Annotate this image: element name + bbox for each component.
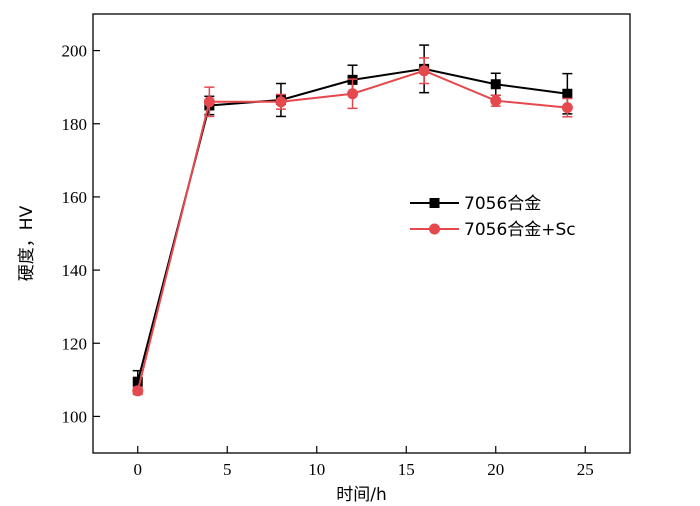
x-tick-label: 25	[577, 460, 594, 479]
data-point	[347, 88, 359, 100]
data-point	[275, 96, 287, 108]
series-layer	[132, 44, 573, 397]
data-point	[490, 79, 501, 90]
x-tick-label: 15	[398, 460, 415, 479]
y-tick-label: 180	[62, 115, 88, 134]
y-tick-label: 120	[62, 334, 88, 353]
legend-marker	[429, 198, 440, 208]
series-2	[132, 57, 573, 397]
legend-label: 7056合金+Sc	[464, 220, 576, 240]
x-tick-label: 5	[223, 460, 232, 479]
legend-marker	[429, 223, 440, 235]
x-tick-label: 0	[134, 460, 143, 479]
data-point	[490, 95, 502, 107]
y-tick-label: 100	[62, 407, 88, 426]
legend: 7056合金 7056合金+Sc	[410, 194, 576, 240]
data-point	[132, 376, 143, 387]
data-point	[561, 102, 573, 114]
legend-item-1: 7056合金	[410, 194, 541, 214]
axis-ticks: 0 5 10 15 20 25 100 120 140 160 180 200	[62, 42, 594, 479]
legend-label: 7056合金	[464, 194, 541, 214]
legend-item-2: 7056合金+Sc	[410, 220, 576, 240]
plot-area-frame	[92, 13, 631, 454]
y-axis-label: 硬度，HV	[17, 205, 37, 281]
x-tick-label: 20	[487, 460, 504, 479]
y-tick-label: 200	[62, 42, 88, 61]
x-tick-label: 10	[308, 460, 325, 479]
data-point	[562, 88, 573, 99]
data-point	[132, 385, 144, 397]
data-point	[418, 65, 430, 77]
data-point	[203, 96, 215, 108]
y-tick-label: 140	[62, 261, 88, 280]
y-tick-label: 160	[62, 188, 88, 207]
x-axis-label: 时间/h	[336, 485, 387, 505]
